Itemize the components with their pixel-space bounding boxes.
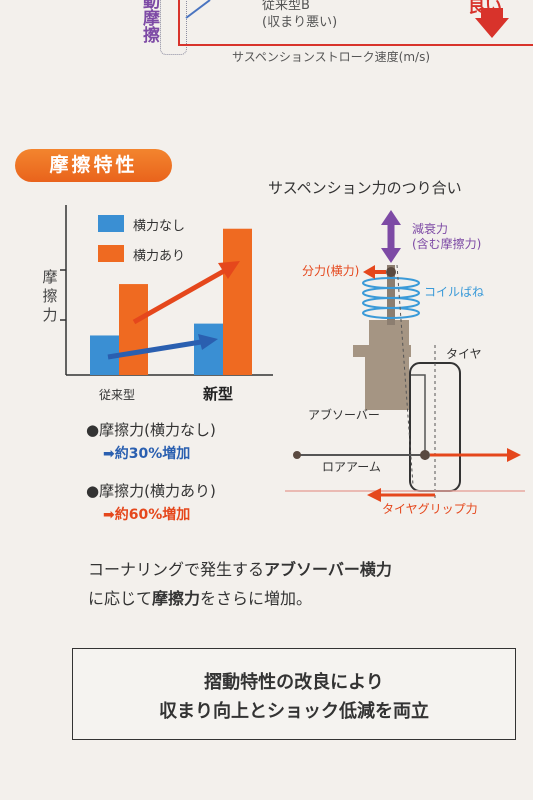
legend-label-no-lateral: 横力なし: [133, 219, 186, 234]
bar-lateral-old: [119, 284, 148, 375]
result-label-lateral: ●摩擦力(横力あり): [86, 482, 216, 500]
result-label-no-lateral: ●摩擦力(横力なし): [86, 421, 216, 439]
piston-rod: [387, 265, 395, 325]
top-chart-xlabel: サスペンションストローク速度(m/s): [232, 50, 431, 64]
legend-label-lateral: 横力あり: [133, 249, 186, 264]
down-arrow-icon: [475, 8, 509, 38]
section-title-badge: 摩擦特性: [15, 149, 172, 182]
red-trend-arrow: [132, 268, 226, 325]
damping-force-line1: 減衰力: [412, 222, 449, 236]
blue-trend-arrow: [107, 339, 202, 360]
top-mount-pivot: [386, 267, 396, 277]
red-arrowhead-icon: [218, 261, 240, 279]
damping-down-arrow-icon: [381, 248, 401, 263]
strut-axis-line: [396, 264, 414, 486]
body-line1-plain: コーナリングで発生する: [88, 560, 265, 579]
body-line2-plain: に応じて: [88, 589, 153, 608]
tire-label: タイヤ: [446, 347, 482, 361]
suspension-diagram: [285, 210, 525, 502]
top-chart-frame: [178, 0, 533, 46]
tire-grip-arrow-icon: [367, 488, 381, 502]
absorber-label: アブソーバー: [308, 408, 380, 422]
coil-spring-label: コイルばね: [424, 285, 485, 299]
legend-swatch-no-lateral: [98, 215, 124, 232]
lower-arm-inner-pivot: [293, 451, 301, 459]
body-line2-tail: をさらに増加。: [200, 589, 313, 608]
lower-arm-ball-joint: [420, 450, 430, 460]
lateral-force-arrow-icon: [363, 265, 375, 279]
top-chart-ylabel: 動摩擦: [139, 0, 159, 43]
component-force-label: 分力(横力): [302, 264, 360, 278]
damping-force-label: 減衰力 (含む摩擦力): [412, 222, 481, 252]
result-value-lateral: ➡約60%増加: [103, 507, 191, 523]
top-chart-line: [185, 0, 211, 19]
tire-grip-label: タイヤグリップ力: [382, 502, 478, 516]
x-tick-label-old: 従来型: [99, 388, 136, 402]
top-legend-line2: (収まり悪い): [262, 15, 338, 30]
blue-arrowhead-icon: [198, 334, 218, 350]
x-tick-label-new: 新型: [203, 385, 234, 403]
summary-box: 摺動特性の改良により 収まり向上とショック低減を両立: [72, 648, 516, 740]
bar-no-lateral-new: [194, 323, 223, 375]
top-legend-line1: 従来型B: [262, 0, 310, 13]
absorber-body: [365, 355, 409, 410]
damping-up-arrow-icon: [381, 210, 401, 225]
coil-spring: [362, 277, 420, 319]
chart-ylabel: 摩擦力: [42, 268, 58, 324]
top-chart-highlight-box: [160, 0, 187, 55]
lower-arm-force-arrow-icon: [507, 448, 521, 462]
diagram-title: サスペンション力のつり合い: [268, 179, 462, 197]
legend-swatch-lateral: [98, 245, 124, 262]
spring-seat: [353, 345, 411, 357]
damping-force-line2: (含む摩擦力): [412, 237, 482, 251]
bar-chart: [60, 205, 273, 376]
body-line2-bold: 摩擦力: [152, 589, 201, 608]
summary-line1: 摺動特性の改良により: [204, 672, 384, 693]
lower-arm-label: ロアアーム: [322, 460, 381, 474]
result-value-no-lateral: ➡約30%増加: [103, 446, 191, 462]
bar-lateral-new: [223, 228, 252, 375]
body-text-line1: コーナリングで発生するアブソーバー横力: [88, 556, 392, 580]
summary-line2: 収まり向上とショック低減を両立: [159, 701, 429, 722]
top-chart-legend: 従来型B (収まり悪い): [262, 0, 337, 31]
body-line1-bold: アブソーバー横力: [264, 560, 392, 579]
knuckle: [409, 374, 426, 460]
body-text-line2: に応じて摩擦力をさらに増加。: [88, 585, 312, 609]
